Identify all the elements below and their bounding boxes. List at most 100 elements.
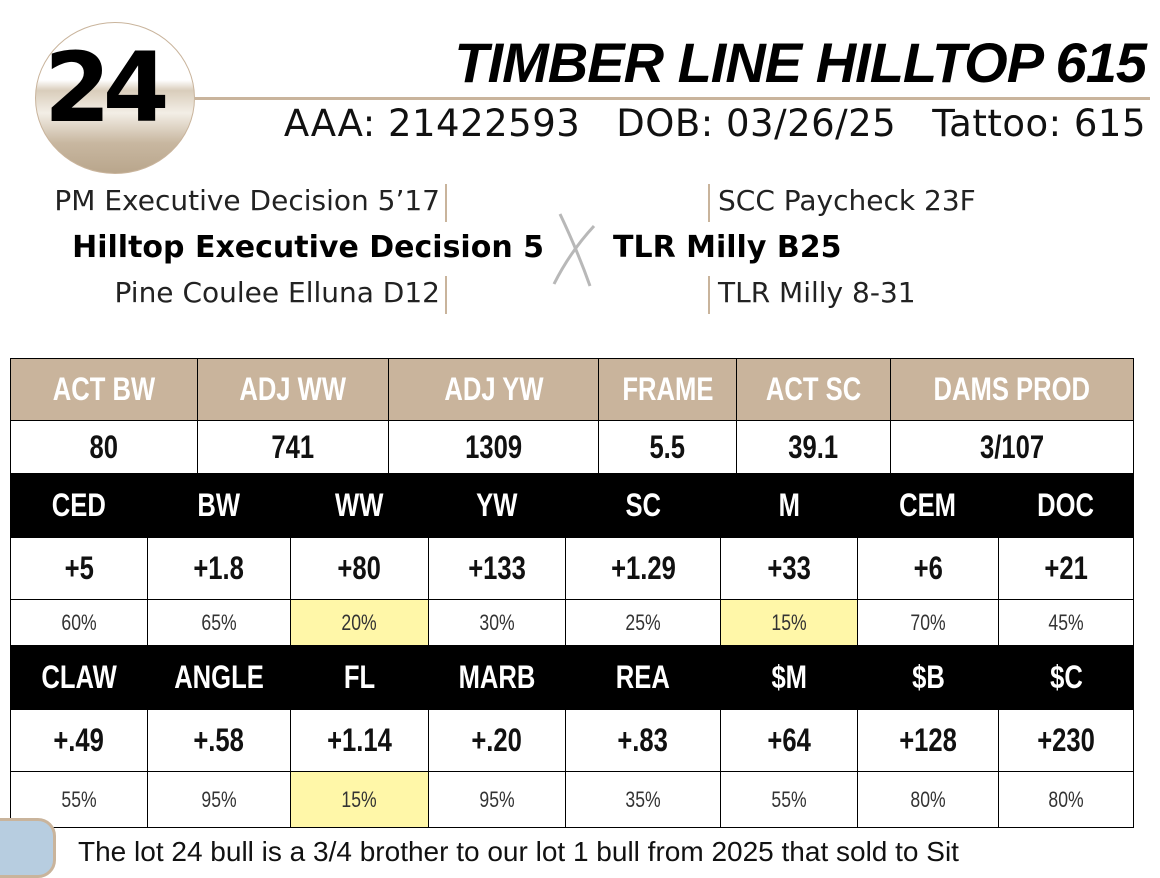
- column-header-cell: CED: [10, 473, 148, 538]
- sire-dam: Pine Coulee Elluna D12: [114, 276, 440, 309]
- divider: [708, 276, 710, 314]
- column-header-cell: ACT BW: [10, 358, 198, 421]
- column-header: FRAME: [621, 371, 713, 407]
- epd-value-cell: +33: [720, 537, 858, 600]
- lot-number: 24: [44, 32, 170, 144]
- epd-value-cell: +1.14: [290, 709, 429, 772]
- column-header-cell: BW: [147, 473, 291, 538]
- column-header: ACT BW: [52, 371, 156, 407]
- percentile-rank: 95%: [479, 786, 515, 812]
- cross-icon: [552, 213, 596, 287]
- epd-value: +80: [337, 550, 382, 586]
- measurement-value: 3/107: [979, 428, 1045, 465]
- percentile-rank-cell: 80%: [998, 771, 1134, 828]
- lot-note: The lot 24 bull is a 3/4 brother to our …: [78, 836, 959, 867]
- sire: Hilltop Executive Decision 5: [72, 230, 544, 265]
- dam: TLR Milly B25: [613, 230, 842, 265]
- column-header-cell: DAMS PROD: [890, 358, 1134, 421]
- epd-value-cell: +80: [290, 537, 429, 600]
- measurement-value: 1309: [465, 428, 522, 465]
- epd-value: +.58: [193, 722, 245, 758]
- percentile-rank-cell: 25%: [565, 599, 721, 647]
- dam-dam: TLR Milly 8-31: [718, 276, 916, 309]
- dam-sire: SCC Paycheck 23F: [718, 184, 976, 217]
- column-header: ADJ YW: [443, 371, 544, 407]
- epd-value: +133: [468, 550, 526, 586]
- epd-value: +.20: [471, 722, 523, 758]
- column-header-cell: $M: [720, 645, 858, 710]
- column-header-cell: ACT SC: [736, 358, 891, 421]
- epd-value-cell: +5: [10, 537, 148, 600]
- percentile-rank-cell: 70%: [857, 599, 999, 647]
- epd-value: +1.8: [193, 550, 245, 586]
- tattoo: Tattoo: 615: [932, 102, 1146, 145]
- percentile-rank: 30%: [479, 610, 515, 635]
- column-header: CLAW: [41, 659, 117, 695]
- column-header-cell: YW: [428, 473, 566, 538]
- column-header: $B: [911, 659, 945, 695]
- epd-value-cell: +1.8: [147, 537, 291, 600]
- column-header: ANGLE: [174, 659, 264, 695]
- epd-value: +5: [64, 550, 94, 586]
- epd-value: +33: [767, 550, 811, 586]
- percentile-rank-cell: 30%: [428, 599, 566, 647]
- epd-value: +64: [767, 722, 811, 758]
- epd-value: +.83: [617, 722, 669, 758]
- percentile-rank: 65%: [201, 610, 237, 635]
- column-header-cell: WW: [290, 473, 429, 538]
- epd-value-cell: +133: [428, 537, 566, 600]
- percentile-rank-cell: 35%: [565, 771, 721, 828]
- measurement-value-cell: 39.1: [736, 420, 891, 474]
- epd-value: +21: [1044, 550, 1088, 586]
- lot-badge-photo: [35, 22, 195, 174]
- column-header-cell: ANGLE: [147, 645, 291, 710]
- percentile-rank-cell: 80%: [857, 771, 999, 828]
- epd-value-cell: +230: [998, 709, 1134, 772]
- percentile-rank-cell: 65%: [147, 599, 291, 647]
- actuals-table: ACT BW ADJ WW ADJ YW FRAME ACT SC DAMS PROD 8…: [10, 358, 1134, 474]
- divider: [195, 97, 1150, 100]
- percentile-rank: 15%: [771, 610, 807, 635]
- birth-date: DOB: 03/26/25: [616, 102, 897, 145]
- epd-value-cell: +.20: [428, 709, 566, 772]
- column-header: YW: [476, 487, 518, 523]
- percentile-rank: 80%: [1048, 786, 1084, 812]
- column-header: M: [778, 487, 800, 523]
- column-header-cell: $C: [998, 645, 1134, 710]
- column-header: FL: [343, 659, 376, 695]
- column-header-cell: FL: [290, 645, 429, 710]
- epd-value: +230: [1037, 722, 1095, 758]
- epd-value-cell: +128: [857, 709, 999, 772]
- percentile-rank: 15%: [341, 786, 378, 812]
- percentile-rank: 45%: [1048, 610, 1084, 635]
- epd-table-2: CLAW ANGLE FL MARB REA $M $B $C +.49 +.58 +1.14 +.…: [10, 645, 1134, 828]
- epd-value-cell: +21: [998, 537, 1134, 600]
- column-header-cell: FRAME: [598, 358, 737, 421]
- column-header: CED: [51, 487, 107, 523]
- measurement-value: 5.5: [649, 428, 686, 465]
- epd-value: +1.14: [327, 722, 392, 758]
- epd-value-cell: +6: [857, 537, 999, 600]
- epd-value-cell: +.83: [565, 709, 721, 772]
- percentile-rank-cell: 15%: [290, 771, 429, 828]
- epd-value-cell: +64: [720, 709, 858, 772]
- column-header: CEM: [899, 487, 957, 523]
- percentile-rank: 60%: [61, 610, 97, 635]
- column-header: DOC: [1037, 487, 1095, 523]
- epd-value: +.49: [53, 722, 105, 758]
- sire-sire: PM Executive Decision 5’17: [54, 184, 440, 217]
- percentile-rank-cell: 15%: [720, 599, 858, 647]
- column-header-cell: ADJ YW: [388, 358, 599, 421]
- column-header-cell: CEM: [857, 473, 999, 538]
- percentile-rank-cell: 60%: [10, 599, 148, 647]
- column-header: WW: [335, 487, 384, 523]
- percentile-rank-cell: 45%: [998, 599, 1134, 647]
- percentile-rank: 55%: [771, 786, 807, 812]
- column-header: REA: [615, 659, 671, 695]
- column-header: ADJ WW: [239, 371, 347, 407]
- measurement-value-cell: 5.5: [598, 420, 737, 474]
- registration-number: AAA: 21422593: [283, 102, 581, 145]
- percentile-rank: 55%: [61, 786, 97, 812]
- column-header-cell: ADJ WW: [197, 358, 389, 421]
- side-tab: [0, 818, 56, 878]
